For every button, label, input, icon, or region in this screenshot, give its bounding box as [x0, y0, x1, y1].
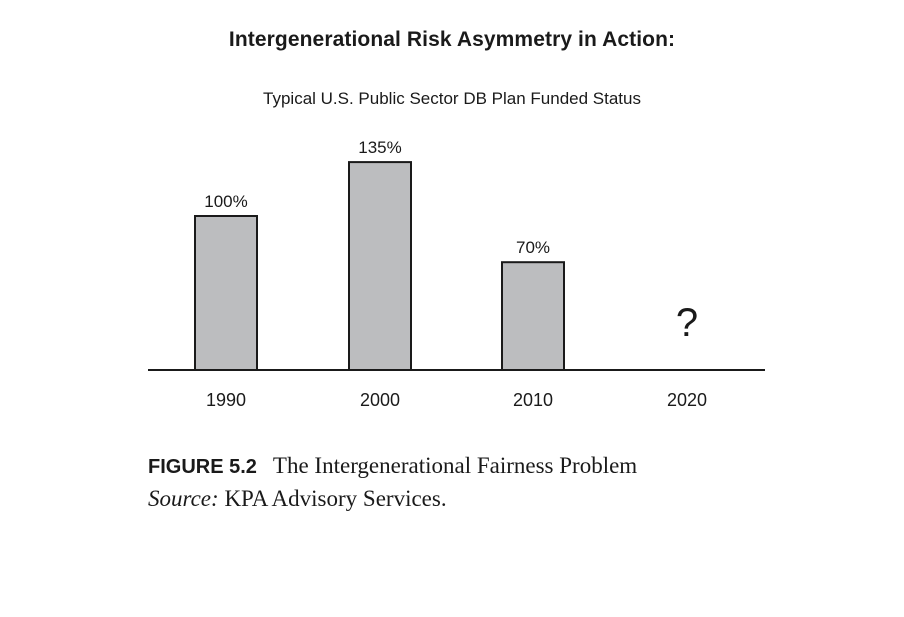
chart-title: Intergenerational Risk Asymmetry in Acti…: [228, 28, 676, 51]
figure-number: FIGURE 5.2: [148, 456, 257, 478]
data-label-2020: ?: [676, 301, 698, 345]
x-tick-label-2020: 2020: [667, 390, 707, 410]
data-label-2000: 135%: [358, 138, 401, 157]
source-label: Source:: [148, 486, 219, 511]
x-tick-label-2000: 2000: [360, 390, 400, 410]
bar-2010: [501, 261, 565, 372]
data-label-1990: 100%: [204, 192, 247, 211]
x-tick-label-2010: 2010: [513, 390, 553, 410]
figure-caption-text: The Intergenerational Fairness Problem: [272, 453, 638, 478]
x-tick-label-1990: 1990: [206, 390, 246, 410]
figure-caption: FIGURE 5.2 The Intergenerational Fairness…: [148, 450, 708, 514]
data-label-2010: 70%: [516, 238, 550, 257]
bar-2000: [348, 161, 412, 371]
bar-1990: [194, 215, 258, 371]
bar-chart: 100% 1990 135% 2000 70% 2010? 2020: [148, 138, 765, 410]
chart-subtitle: Typical U.S. Public Sector DB Plan Funde…: [263, 89, 641, 108]
source-text: KPA Advisory Services.: [224, 486, 447, 511]
